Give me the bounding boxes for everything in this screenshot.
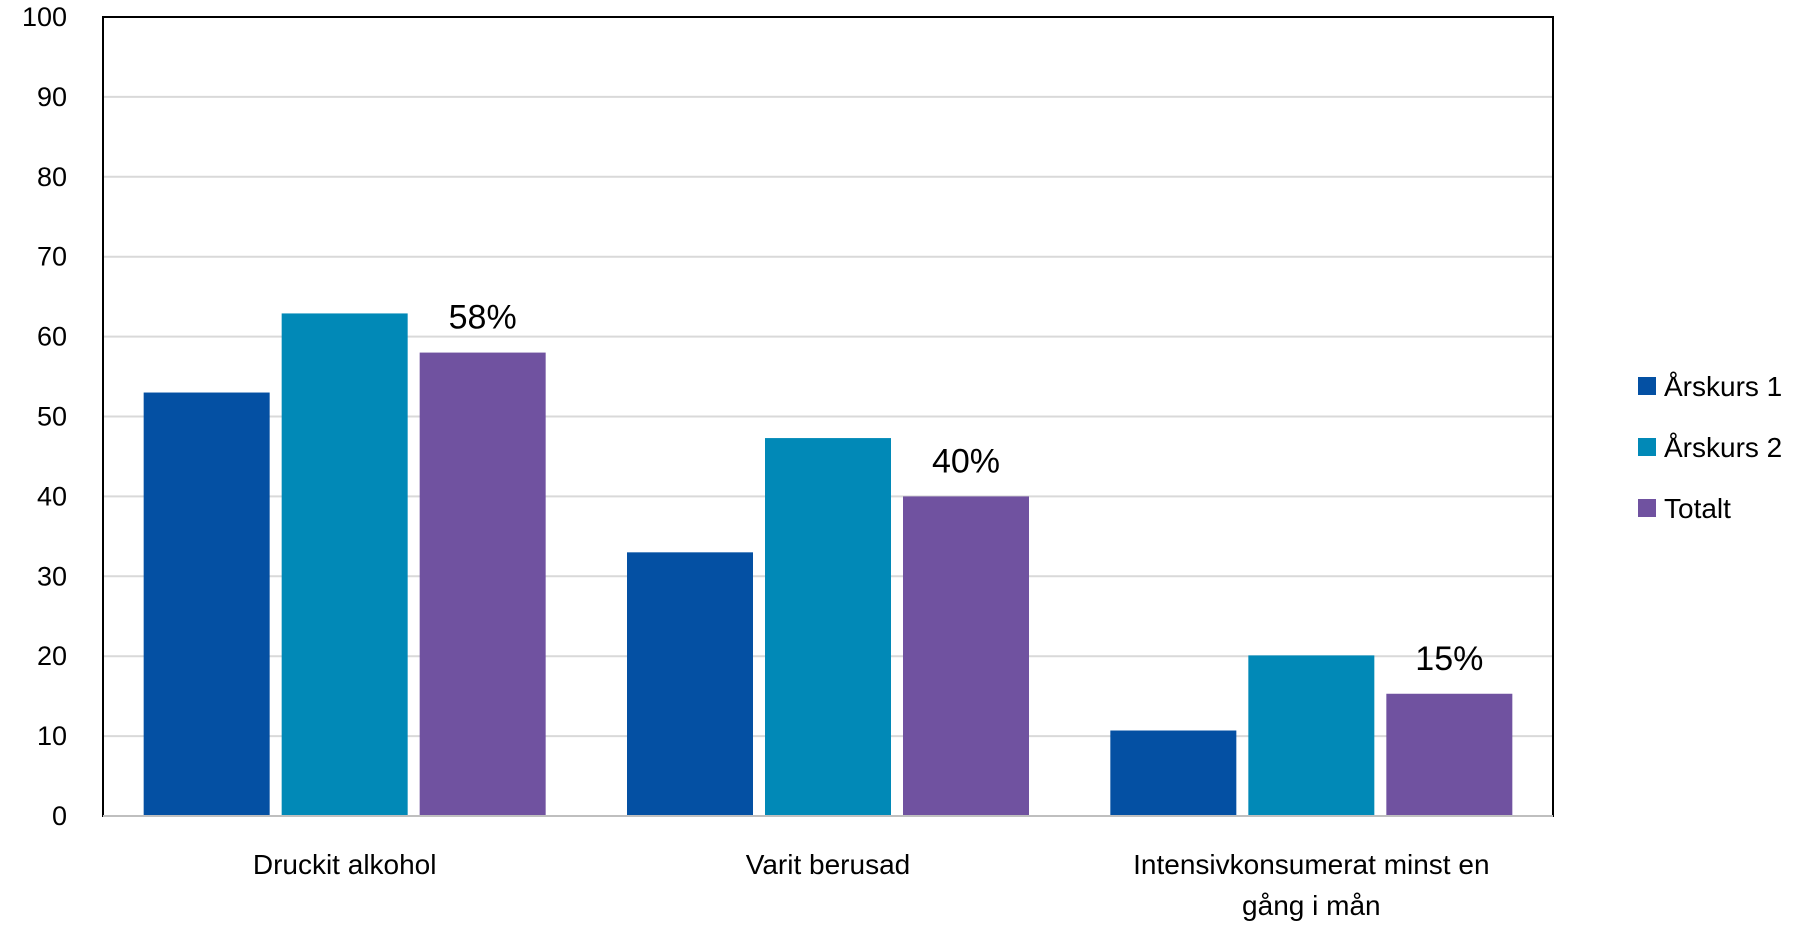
y-tick-label: 40 <box>37 481 67 511</box>
y-tick-label: 30 <box>37 561 67 591</box>
y-tick-label: 100 <box>22 2 67 32</box>
bar-årskurs-2 <box>1248 655 1374 816</box>
y-tick-label: 80 <box>37 162 67 192</box>
x-category-label: Druckit alkohol <box>253 849 437 880</box>
data-label: 15% <box>1415 640 1483 678</box>
bar-totalt <box>903 496 1029 816</box>
bar-årskurs-1 <box>627 552 753 816</box>
legend[interactable]: Årskurs 1 Årskurs 2 Totalt <box>1638 371 1782 524</box>
y-tick-label: 90 <box>37 82 67 112</box>
data-label: 40% <box>932 442 1000 480</box>
legend-swatch <box>1638 377 1656 395</box>
bar-årskurs-2 <box>282 313 408 816</box>
y-tick-label: 50 <box>37 402 67 432</box>
bar-totalt <box>420 353 546 816</box>
data-label: 58% <box>449 299 517 337</box>
bar-årskurs-1 <box>144 393 270 816</box>
y-tick-label: 60 <box>37 322 67 352</box>
legend-label: Totalt <box>1664 493 1731 524</box>
legend-label: Årskurs 1 <box>1664 371 1782 402</box>
y-tick-label: 10 <box>37 721 67 751</box>
x-category-label: Varit berusad <box>746 849 910 880</box>
bar-årskurs-2 <box>765 438 891 816</box>
x-category-label: Intensivkonsumerat minst en <box>1133 849 1489 880</box>
legend-swatch <box>1638 438 1656 456</box>
y-tick-label: 0 <box>52 801 67 831</box>
bar-totalt <box>1386 694 1512 816</box>
y-tick-label: 20 <box>37 641 67 671</box>
y-tick-label: 70 <box>37 242 67 272</box>
x-category-label: gång i mån <box>1242 890 1381 921</box>
bars <box>144 313 1513 816</box>
legend-swatch <box>1638 499 1656 517</box>
legend-label: Årskurs 2 <box>1664 432 1782 463</box>
bar-årskurs-1 <box>1110 731 1236 816</box>
